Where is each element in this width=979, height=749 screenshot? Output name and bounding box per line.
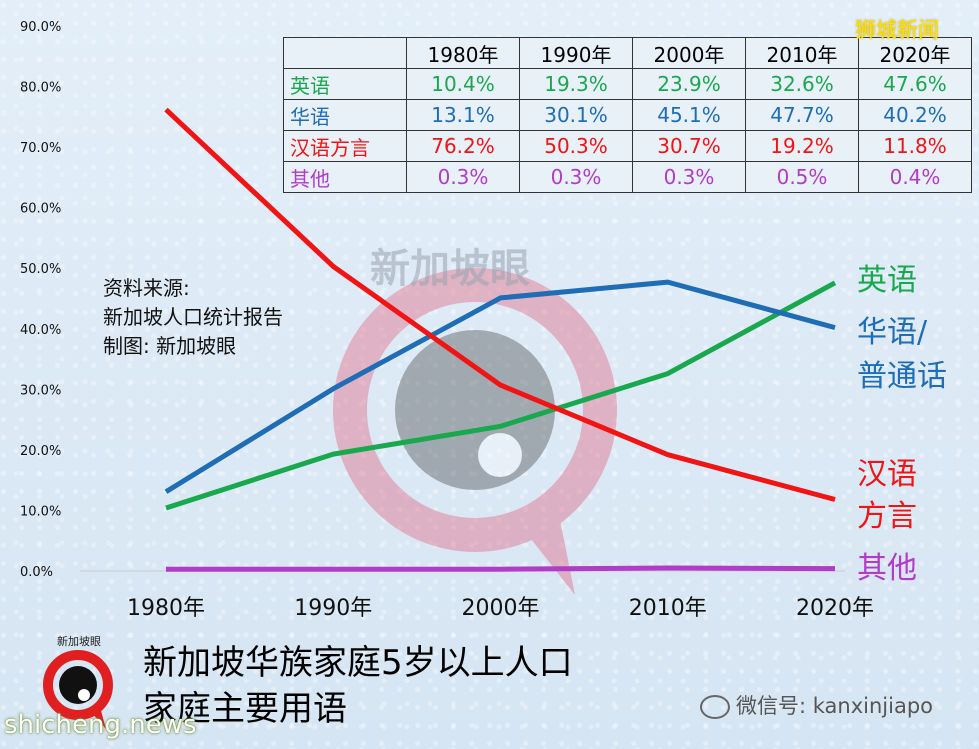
- table-cell: 0.3%: [519, 161, 633, 193]
- row-label: 英语: [283, 68, 407, 100]
- row-label: 汉语方言: [283, 130, 407, 162]
- table-corner: [283, 37, 407, 69]
- watermark-text: 新加坡眼: [370, 246, 530, 292]
- source-line: 资料来源:: [103, 276, 190, 300]
- y-tick-label: 0.0%: [20, 565, 53, 580]
- table-cell: 0.4%: [858, 161, 972, 193]
- logo-icon: [43, 650, 113, 729]
- table-row: 英语 10.4% 19.3% 23.9% 32.6% 47.6%: [283, 68, 972, 100]
- x-tick-label: 2010年: [629, 596, 707, 621]
- y-tick-label: 20.0%: [20, 444, 61, 459]
- site-watermark: shicheng.news: [4, 710, 197, 740]
- table-cell: 47.6%: [858, 68, 972, 100]
- series-line-3: [164, 107, 836, 502]
- x-tick-label: 1980年: [127, 596, 205, 621]
- table-cell: 11.8%: [858, 130, 972, 162]
- brand-watermark: 狮城新闻: [855, 18, 939, 42]
- table-cell: 13.1%: [406, 99, 520, 131]
- table-header-row: 1980年 1990年 2000年 2010年 2020年: [283, 37, 972, 69]
- data-table: 1980年 1990年 2000年 2010年 2020年 英语 10.4% 19.…: [283, 37, 972, 193]
- chart-title: 新加坡华族家庭5岁以上人口 家庭主要用语: [143, 640, 573, 732]
- wechat-id: 微信号: kanxinjiapo: [700, 690, 933, 720]
- series-label: 汉语: [857, 457, 917, 492]
- x-tick-label: 2000年: [462, 596, 540, 621]
- x-tick-label: 1990年: [294, 596, 372, 621]
- chart-title-line: 新加坡华族家庭5岁以上人口: [143, 643, 573, 683]
- column-header: 1980年: [406, 37, 520, 69]
- table-cell: 10.4%: [406, 68, 520, 100]
- column-header: 2000年: [632, 37, 746, 69]
- wechat-text: 微信号: kanxinjiapo: [736, 694, 934, 718]
- logo-text: 新加坡眼: [57, 635, 101, 648]
- table-cell: 45.1%: [632, 99, 746, 131]
- y-tick-label: 40.0%: [20, 323, 61, 338]
- column-header: 1990年: [519, 37, 633, 69]
- table-cell: 0.3%: [632, 161, 746, 193]
- table-cell: 19.3%: [519, 68, 633, 100]
- table-cell: 76.2%: [406, 130, 520, 162]
- column-header: 2010年: [745, 37, 859, 69]
- series-line-1: [165, 280, 837, 511]
- series-line-4: [166, 565, 836, 572]
- series-label: 其他: [857, 551, 917, 586]
- chart-title-line: 家庭主要用语: [143, 689, 347, 729]
- table-cell: 19.2%: [745, 130, 859, 162]
- y-tick-label: 10.0%: [20, 504, 61, 519]
- x-tick-label: 2020年: [796, 596, 874, 621]
- source-line: 新加坡人口统计报告: [103, 305, 283, 329]
- y-tick-label: 90.0%: [20, 20, 61, 35]
- row-label: 其他: [283, 161, 407, 193]
- source-line: 制图: 新加坡眼: [103, 334, 237, 358]
- table-cell: 47.7%: [745, 99, 859, 131]
- table-cell: 30.7%: [632, 130, 746, 162]
- table-row: 华语 13.1% 30.1% 45.1% 47.7% 40.2%: [283, 99, 972, 131]
- column-header: 2020年: [858, 37, 972, 69]
- table-cell: 40.2%: [858, 99, 972, 131]
- series-label: 普通话: [857, 359, 947, 394]
- table-cell: 0.5%: [745, 161, 859, 193]
- series-label: 英语: [857, 263, 917, 298]
- y-tick-label: 60.0%: [20, 202, 61, 217]
- y-tick-label: 80.0%: [20, 81, 61, 96]
- wechat-icon: [700, 695, 730, 719]
- table-row: 其他 0.3% 0.3% 0.3% 0.5% 0.4%: [283, 161, 972, 193]
- y-tick-label: 30.0%: [20, 383, 61, 398]
- table-cell: 30.1%: [519, 99, 633, 131]
- table-cell: 23.9%: [632, 68, 746, 100]
- source-note: 资料来源: 新加坡人口统计报告 制图: 新加坡眼: [103, 274, 283, 361]
- row-label: 华语: [283, 99, 407, 131]
- y-tick-label: 50.0%: [20, 262, 61, 277]
- series-label: 方言: [857, 499, 917, 534]
- table-cell: 32.6%: [745, 68, 859, 100]
- y-tick-label: 70.0%: [20, 141, 61, 156]
- table-cell: 50.3%: [519, 130, 633, 162]
- series-label: 华语/: [857, 315, 928, 350]
- watermark-logo: [333, 268, 617, 595]
- series-line-2: [164, 279, 836, 494]
- table-row: 汉语方言 76.2% 50.3% 30.7% 19.2% 11.8%: [283, 130, 972, 162]
- table-cell: 0.3%: [406, 161, 520, 193]
